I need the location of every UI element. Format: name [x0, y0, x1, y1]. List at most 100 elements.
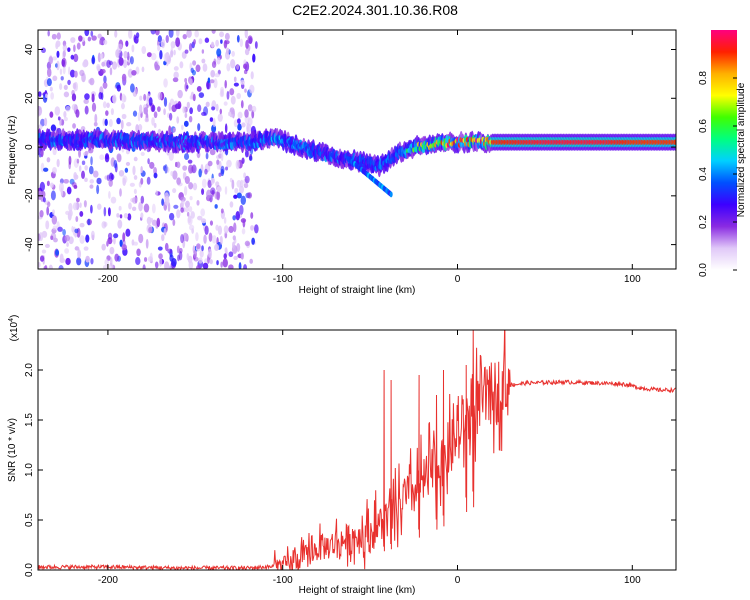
heatmap-noise-blob: [163, 78, 168, 88]
heatmap-noise-blob: [88, 165, 94, 175]
heatmap-noise-blob: [163, 52, 169, 63]
heatmap-noise-blob: [63, 178, 69, 184]
heatmap-noise-blob: [74, 228, 79, 234]
heatmap-noise-blob: [192, 60, 197, 66]
heatmap-noise-blob: [204, 37, 210, 43]
heatmap-noise-blob: [104, 154, 110, 163]
heatmap-noise-blob: [240, 218, 247, 223]
heatmap-branch-cell: [389, 191, 393, 198]
heatmap-noise-blob: [251, 105, 257, 113]
heatmap-noise-blob: [87, 36, 92, 42]
heatmap-noise-blob: [155, 190, 158, 196]
heatmap-noise-blob: [121, 113, 127, 120]
heatmap-noise-blob: [151, 104, 156, 113]
heatmap-noise-blob: [71, 225, 74, 233]
heatmap-noise-blob: [140, 212, 144, 219]
heatmap-noise-blob: [107, 232, 113, 240]
heatmap-noise-blob: [182, 33, 187, 40]
heatmap-noise-blob: [198, 38, 203, 45]
heatmap-noise-blob: [244, 48, 250, 56]
heatmap-noise-blob: [243, 172, 247, 179]
heatmap-noise-blob: [91, 35, 97, 41]
heatmap-noise-blob: [127, 213, 132, 221]
heatmap-noise-blob: [49, 86, 53, 92]
heatmap-noise-blob: [59, 253, 64, 263]
heatmap-noise-blob: [210, 41, 215, 48]
heatmap-noise-blob: [52, 75, 58, 82]
colorbar-label: Normalized spectral amplitude: [736, 82, 747, 217]
heatmap-noise-blob: [216, 57, 221, 65]
heatmap-noise-blob: [113, 159, 118, 169]
heatmap-noise-blob: [244, 88, 247, 93]
snr-x-tick-label: 100: [624, 575, 641, 586]
heatmap-noise-blob: [201, 58, 206, 64]
heatmap-noise-blob: [176, 161, 181, 169]
heatmap-noise-blob: [52, 225, 58, 231]
heatmap-noise-blob: [228, 111, 232, 117]
heatmap-noise-blob: [46, 180, 50, 187]
heatmap-noise-blob: [53, 237, 58, 243]
heatmap-noise-blob: [180, 196, 186, 202]
heatmap-noise-blob: [199, 249, 204, 258]
heatmap-noise-blob: [173, 66, 179, 71]
heatmap-noise-blob: [61, 57, 67, 68]
heatmap-noise-blob: [111, 61, 118, 70]
heatmap-x-tick-label: -100: [273, 274, 293, 285]
heatmap-noise-blob: [168, 212, 175, 221]
heatmap-noise-blob: [59, 83, 63, 91]
heatmap-noise-blob: [133, 188, 137, 195]
heatmap-noise-blob: [224, 32, 230, 41]
heatmap-noise-blob: [78, 148, 81, 158]
heatmap-noise-blob: [164, 242, 169, 252]
colorbar-tick-label: 0.8: [698, 71, 709, 85]
heatmap-noise-blob: [55, 249, 60, 256]
heatmap-noise-blob: [50, 124, 57, 132]
heatmap-noise-blob: [206, 80, 211, 90]
heatmap-marks: [38, 30, 676, 269]
heatmap-noise-blob: [229, 201, 234, 208]
heatmap-noise-blob: [106, 102, 110, 109]
heatmap-noise-blob: [73, 53, 79, 63]
heatmap-noise-blob: [208, 232, 213, 242]
heatmap-noise-blob: [67, 47, 71, 52]
heatmap-noise-blob: [102, 81, 108, 89]
heatmap-noise-blob: [103, 39, 108, 45]
heatmap-noise-blob: [201, 188, 205, 195]
heatmap-noise-blob: [134, 36, 139, 44]
heatmap-ridge-cell: [673, 139, 676, 145]
heatmap-noise-blob: [159, 50, 163, 60]
heatmap-noise-blob: [186, 211, 190, 217]
heatmap-noise-blob: [244, 109, 249, 118]
snr-series-line: [38, 330, 676, 570]
heatmap-noise-blob: [196, 151, 201, 159]
heatmap-noise-blob: [180, 233, 185, 244]
heatmap-noise-blob: [236, 34, 240, 43]
heatmap-noise-blob: [148, 97, 153, 106]
heatmap-noise-blob: [51, 56, 58, 61]
heatmap-noise-blob: [64, 234, 70, 242]
heatmap-noise-blob: [140, 177, 144, 185]
heatmap-noise-blob: [107, 207, 111, 217]
heatmap-noise-blob: [239, 179, 244, 188]
heatmap-noise-blob: [172, 219, 176, 227]
heatmap-noise-blob: [85, 255, 90, 263]
heatmap-noise-blob: [84, 93, 90, 100]
heatmap-noise-blob: [189, 224, 195, 231]
heatmap-noise-blob: [46, 206, 50, 216]
heatmap-noise-blob: [151, 203, 156, 214]
heatmap-noise-blob: [201, 111, 207, 117]
heatmap-noise-blob: [120, 119, 124, 130]
heatmap-noise-blob: [223, 217, 227, 224]
heatmap-noise-blob: [243, 182, 249, 189]
heatmap-noise-blob: [207, 160, 213, 167]
heatmap-noise-blob: [130, 83, 135, 93]
heatmap-noise-blob: [163, 227, 167, 236]
heatmap-noise-blob: [220, 86, 225, 94]
heatmap-noise-blob: [51, 215, 58, 225]
heatmap-noise-blob: [102, 101, 107, 109]
heatmap-noise-blob: [89, 77, 95, 86]
heatmap-noise-blob: [196, 200, 200, 206]
heatmap-noise-blob: [188, 206, 193, 213]
heatmap-noise-blob: [233, 82, 239, 87]
heatmap-noise-blob: [58, 265, 64, 269]
